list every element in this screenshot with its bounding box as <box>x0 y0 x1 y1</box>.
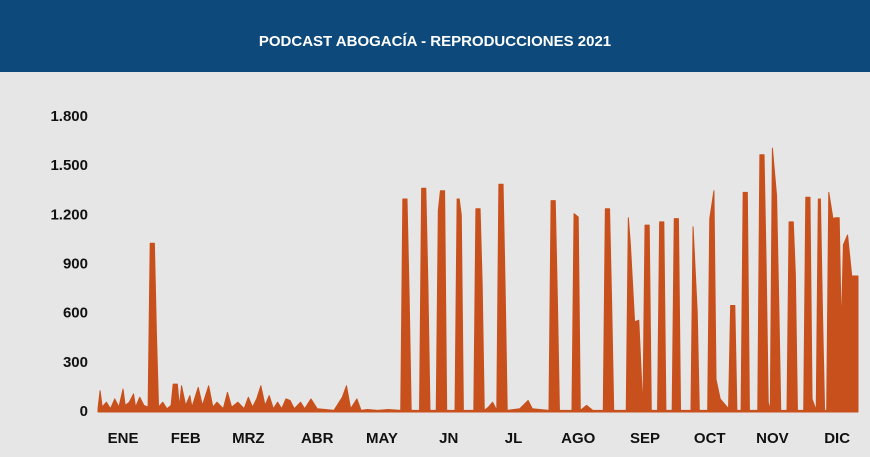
x-tick-label: JL <box>505 430 523 447</box>
area <box>97 147 859 413</box>
x-tick-label: AGO <box>561 430 596 447</box>
x-tick-label: JN <box>439 430 458 447</box>
chart-title: PODCAST ABOGACÍA - REPRODUCCIONES 2021 <box>259 33 611 50</box>
x-tick-label: FEB <box>171 430 201 447</box>
x-tick-label: SEP <box>630 430 660 447</box>
y-tick-label: 600 <box>63 305 88 322</box>
x-tick-label: NOV <box>756 430 789 447</box>
x-tick-label: ENE <box>108 430 139 447</box>
x-tick-label: DIC <box>824 430 850 447</box>
y-tick-label: 1.800 <box>50 108 88 125</box>
x-tick-label: ABR <box>301 430 334 447</box>
x-tick-label: MRZ <box>232 430 265 447</box>
y-tick-label: 1.500 <box>50 157 88 174</box>
y-tick-label: 1.200 <box>50 206 88 223</box>
x-tick-label: OCT <box>694 430 726 447</box>
y-tick-label: 300 <box>63 354 88 371</box>
header <box>0 0 870 72</box>
y-tick-label: 900 <box>63 255 88 272</box>
x-tick-label: MAY <box>366 430 398 447</box>
y-tick-label: 0 <box>80 403 88 420</box>
